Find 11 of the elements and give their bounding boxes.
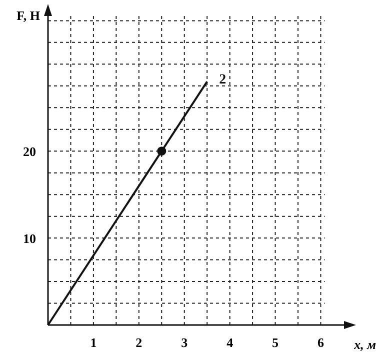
x-tick-label: 4 [226,335,234,350]
x-tick-label: 1 [90,335,97,350]
y-tick-label: 10 [23,231,36,246]
x-tick-label: 6 [317,335,324,350]
series-label: 2 [219,72,226,88]
x-tick-label: 5 [272,335,280,350]
x-tick-label: 2 [136,335,142,350]
y-axis-title: F, Н [16,8,40,23]
y-tick-label: 20 [23,144,36,160]
x-tick-label: 3 [181,335,188,350]
x-axis-title: x, м [353,337,376,352]
